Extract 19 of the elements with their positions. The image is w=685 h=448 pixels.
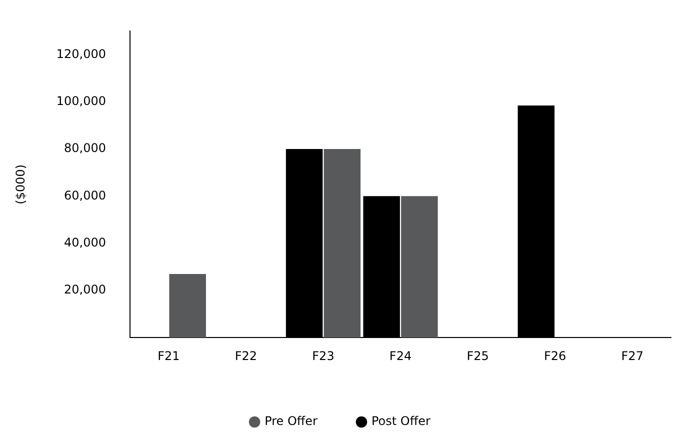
y-tick-label: 60,000 [64, 188, 106, 202]
y-tick-label: 40,000 [64, 235, 106, 250]
legend-label: Pre Offer [264, 414, 318, 428]
x-tick-label: F21 [158, 348, 180, 363]
y-tick-label: 120,000 [56, 46, 106, 61]
bar [169, 274, 206, 338]
y-tick-label: 20,000 [64, 282, 106, 297]
bar [324, 149, 361, 338]
bar [401, 196, 438, 338]
x-tick-label: F22 [234, 348, 258, 363]
x-tick-label: F23 [312, 348, 334, 363]
y-tick-label: 80,000 [64, 141, 106, 156]
legend-label: Post Offer [371, 414, 431, 428]
x-tick-label: F27 [621, 348, 644, 363]
y-tick-label: 100,000 [56, 94, 106, 108]
x-tick-label: F26 [544, 348, 566, 363]
y-axis-title: ($000) [13, 164, 28, 204]
x-tick-label: F25 [466, 348, 489, 363]
x-tick-label: F24 [389, 348, 412, 363]
